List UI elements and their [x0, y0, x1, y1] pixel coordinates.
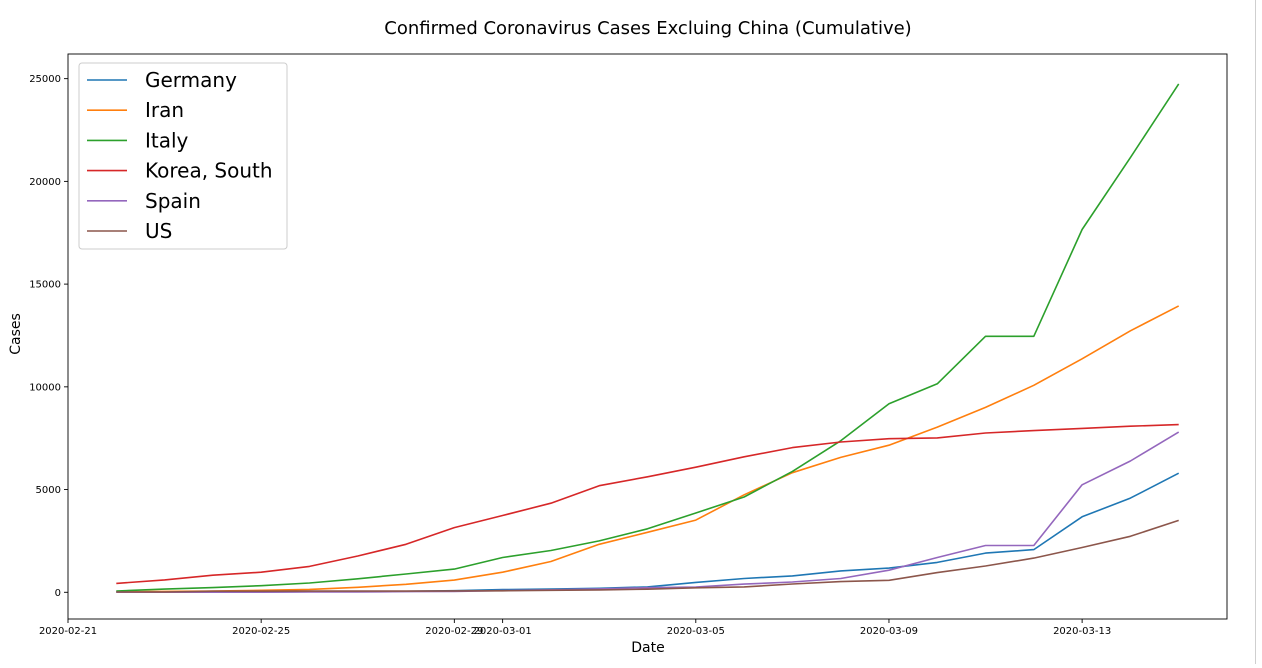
legend-label: US	[145, 219, 172, 243]
series-line-iran	[116, 305, 1180, 593]
series-line-italy	[116, 83, 1180, 592]
legend-label: Germany	[145, 68, 237, 92]
y-tick-label: 10000	[29, 382, 61, 393]
x-tick-label: 2020-02-21	[39, 626, 97, 637]
x-tick-label: 2020-03-05	[667, 626, 725, 637]
legend-label: Korea, South	[145, 159, 273, 183]
y-tick-label: 15000	[29, 280, 61, 291]
plot-frame	[67, 53, 1228, 620]
y-tick-label: 5000	[36, 485, 61, 496]
y-axis-label: Cases	[8, 313, 24, 355]
x-tick-label: 2020-03-09	[860, 626, 918, 637]
x-tick-label: 2020-02-25	[232, 626, 290, 637]
x-tick-label: 2020-02-29	[425, 626, 483, 637]
x-tick-label: 2020-03-01	[474, 626, 532, 637]
y-tick-label: 0	[55, 588, 61, 599]
y-tick-label: 20000	[29, 177, 61, 188]
legend-label: Italy	[145, 128, 189, 152]
x-axis-label: Date	[631, 640, 664, 656]
chart-title: Confirmed Coronavirus Cases Excluing Chi…	[384, 18, 911, 39]
series-line-korea-south	[116, 423, 1179, 585]
legend-label: Spain	[145, 189, 201, 213]
legend: Germany Iran Italy Korea, South Spain US	[78, 62, 288, 250]
series-line-spain	[116, 431, 1180, 594]
legend-box	[78, 62, 288, 250]
x-tick-label: 2020-03-13	[1053, 626, 1111, 637]
series-line-us	[116, 519, 1179, 593]
legend-label: Iran	[145, 98, 184, 122]
scrollbar-divider	[1255, 0, 1256, 664]
series-lines	[116, 83, 1180, 594]
axes: 2020-02-21 2020-02-25 2020-02-292020-03-01…	[29, 53, 1228, 637]
y-tick-label: 25000	[29, 74, 61, 85]
